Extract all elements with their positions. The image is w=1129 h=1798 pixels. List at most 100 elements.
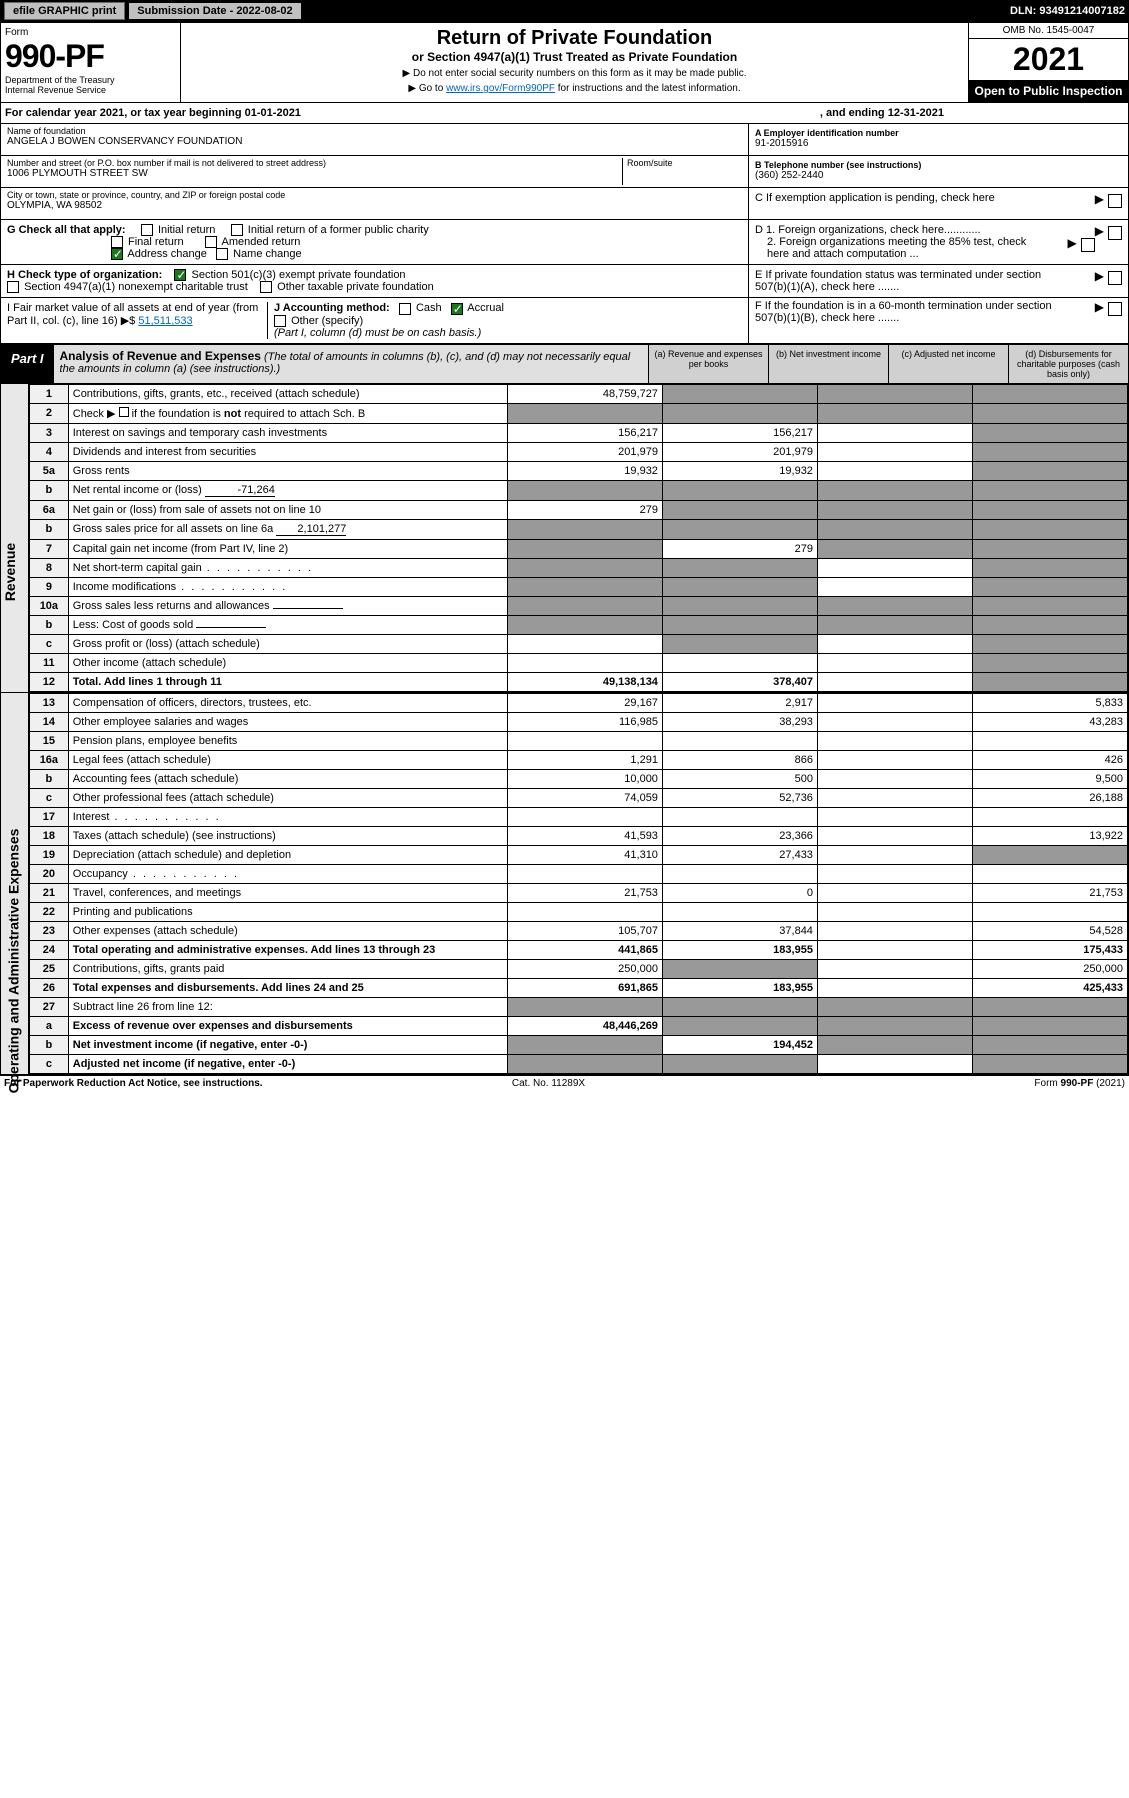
4947-checkbox[interactable]: [7, 281, 19, 293]
line-26: 26Total expenses and disbursements. Add …: [30, 978, 1128, 997]
line-17: 17Interest: [30, 807, 1128, 826]
l6b-text: Gross sales price for all assets on line…: [73, 523, 274, 535]
open-to-public: Open to Public Inspection: [969, 80, 1128, 102]
d1-checkbox[interactable]: [1108, 226, 1122, 240]
l11-d-blocked: [972, 653, 1127, 672]
amended-return-label: Amended return: [221, 236, 300, 248]
other-method-label: Other (specify): [291, 315, 363, 327]
l20-d: [972, 864, 1127, 883]
l5a-b: 19,932: [662, 461, 817, 480]
line-16c: cOther professional fees (attach schedul…: [30, 788, 1128, 807]
cal-end-prefix: , and ending: [820, 107, 888, 119]
l3-desc: Interest on savings and temporary cash i…: [68, 423, 507, 442]
l24-c: [817, 940, 972, 959]
line-10c: cGross profit or (loss) (attach schedule…: [30, 634, 1128, 653]
initial-former-checkbox[interactable]: [231, 224, 243, 236]
l6b-d-blocked: [972, 519, 1127, 539]
f-checkbox[interactable]: [1108, 302, 1122, 316]
name-label: Name of foundation: [7, 126, 742, 136]
line-21: 21Travel, conferences, and meetings21,75…: [30, 883, 1128, 902]
l1-a: 48,759,727: [507, 384, 662, 403]
line-6a: 6aNet gain or (loss) from sale of assets…: [30, 500, 1128, 519]
l23-desc: Other expenses (attach schedule): [68, 921, 507, 940]
501c3-checkbox[interactable]: [174, 269, 186, 281]
h-label: H Check type of organization:: [7, 269, 162, 281]
cash-label: Cash: [416, 302, 442, 314]
l9-b-blocked: [662, 577, 817, 596]
l17-a: [507, 807, 662, 826]
i-label: I Fair market value of all assets at end…: [7, 302, 258, 327]
l4-b: 201,979: [662, 442, 817, 461]
l10b-inline: [196, 627, 266, 628]
l7-no: 7: [30, 539, 69, 558]
initial-return-label: Initial return: [158, 224, 215, 236]
l5b-c-blocked: [817, 480, 972, 500]
l18-c: [817, 826, 972, 845]
line-24: 24Total operating and administrative exp…: [30, 940, 1128, 959]
revenue-section: Revenue 1Contributions, gifts, grants, e…: [0, 384, 1129, 693]
line-7: 7Capital gain net income (from Part IV, …: [30, 539, 1128, 558]
schb-checkbox[interactable]: [119, 407, 129, 417]
l9-a-blocked: [507, 577, 662, 596]
l17-no: 17: [30, 807, 69, 826]
identity-block: Name of foundation ANGELA J BOWEN CONSER…: [0, 124, 1129, 344]
l24-no: 24: [30, 940, 69, 959]
other-method-checkbox[interactable]: [274, 315, 286, 327]
l16a-b: 866: [662, 750, 817, 769]
e-checkbox[interactable]: [1108, 271, 1122, 285]
other-taxable-checkbox[interactable]: [260, 281, 272, 293]
expenses-table: 13Compensation of officers, directors, t…: [29, 693, 1128, 1074]
l27a-desc: Excess of revenue over expenses and disb…: [68, 1016, 507, 1035]
l6a-a: 279: [507, 500, 662, 519]
l5b-b-blocked: [662, 480, 817, 500]
d2-checkbox[interactable]: [1081, 238, 1095, 252]
l17-c: [817, 807, 972, 826]
l26-d: 425,433: [972, 978, 1127, 997]
l8-no: 8: [30, 558, 69, 577]
line-16b: bAccounting fees (attach schedule)10,000…: [30, 769, 1128, 788]
c-checkbox[interactable]: [1108, 194, 1122, 208]
dept-treasury: Department of the Treasury: [5, 75, 176, 85]
l2-b-blocked: [662, 403, 817, 423]
l20-desc: Occupancy: [68, 864, 507, 883]
irs-text: Internal Revenue Service: [5, 85, 176, 95]
cal-prefix: For calendar year 2021, or tax year begi…: [5, 107, 245, 119]
l1-d-blocked: [972, 384, 1127, 403]
l10a-text: Gross sales less returns and allowances: [73, 600, 270, 612]
l6a-b-blocked: [662, 500, 817, 519]
expenses-section: Operating and Administrative Expenses 13…: [0, 693, 1129, 1075]
l18-a: 41,593: [507, 826, 662, 845]
address-change-checkbox[interactable]: [111, 248, 123, 260]
l18-b: 23,366: [662, 826, 817, 845]
l21-a: 21,753: [507, 883, 662, 902]
name-change-checkbox[interactable]: [216, 248, 228, 260]
phone-label: B Telephone number (see instructions): [755, 160, 921, 170]
l6b-c-blocked: [817, 519, 972, 539]
g-check-row: G Check all that apply: Initial return I…: [1, 220, 748, 265]
fmv-link[interactable]: 51,511,533: [138, 315, 192, 327]
line-15: 15Pension plans, employee benefits: [30, 731, 1128, 750]
l6b-no: b: [30, 519, 69, 539]
omb-number: OMB No. 1545-0047: [969, 23, 1128, 39]
l15-c: [817, 731, 972, 750]
instr2-suffix: for instructions and the latest informat…: [555, 83, 741, 94]
cash-checkbox[interactable]: [399, 303, 411, 315]
efile-print-button[interactable]: efile GRAPHIC print: [4, 2, 125, 20]
amended-return-checkbox[interactable]: [205, 236, 217, 248]
form-label: Form: [5, 27, 176, 38]
line-6b: b Gross sales price for all assets on lin…: [30, 519, 1128, 539]
form990pf-link[interactable]: www.irs.gov/Form990PF: [446, 83, 555, 94]
l27-c-blocked: [817, 997, 972, 1016]
l12-desc: Total. Add lines 1 through 11: [68, 672, 507, 691]
l27b-desc: Net investment income (if negative, ente…: [68, 1035, 507, 1054]
l25-a: 250,000: [507, 959, 662, 978]
l14-a: 116,985: [507, 712, 662, 731]
l5a-d-blocked: [972, 461, 1127, 480]
initial-return-checkbox[interactable]: [141, 224, 153, 236]
phone-value: (360) 252-2440: [755, 170, 1122, 181]
accrual-checkbox[interactable]: [451, 303, 463, 315]
l16a-c: [817, 750, 972, 769]
city-label: City or town, state or province, country…: [7, 190, 742, 200]
form-ref: Form 990-PF (2021): [1034, 1078, 1125, 1089]
c-text: C If exemption application is pending, c…: [755, 192, 995, 204]
